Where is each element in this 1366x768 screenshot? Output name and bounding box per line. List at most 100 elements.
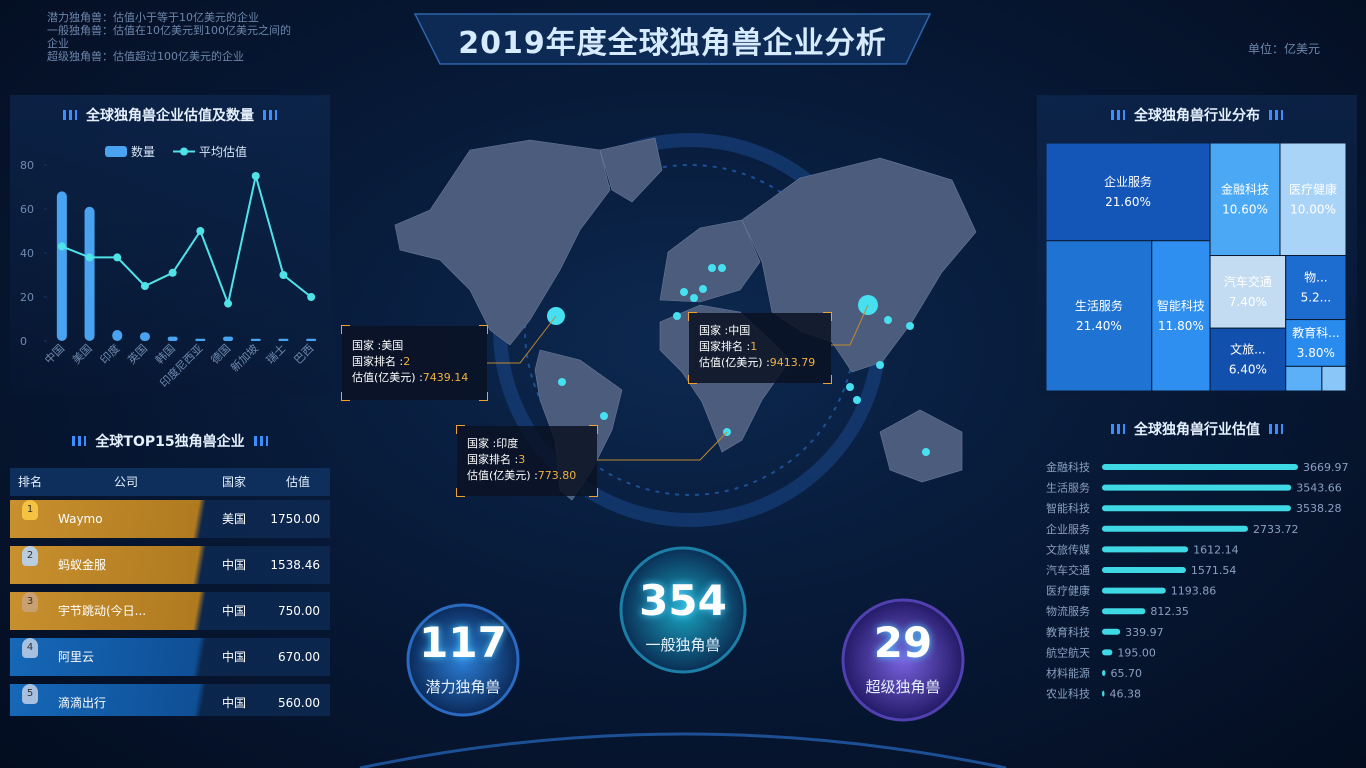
treemap-cell: [1209, 327, 1287, 391]
treemap: 企业服务 21.60% 生活服务 21.40% 智能科技 11.80% 金融科技 10.60%…: [1046, 143, 1346, 391]
kpi-label: 超级独角兽: [865, 678, 941, 696]
valuation: 750.00: [278, 604, 320, 618]
bar: [1102, 505, 1291, 512]
callout-label: 估值(亿美元) :: [467, 469, 538, 482]
bar-category: 材料能源: [1046, 666, 1090, 680]
callout-value: 2: [403, 355, 411, 368]
map-pins: [547, 264, 930, 456]
bar: [139, 332, 150, 341]
callout-label: 国家排名 :: [467, 453, 519, 466]
cell-value: 21.40%: [1076, 319, 1122, 333]
line-point: [85, 253, 94, 262]
callout-corner: [688, 375, 697, 384]
note: 潜力独角兽：估值小于等于10亿美元的企业: [47, 11, 259, 24]
map-callout: 国家 :中国 国家排名 :1 估值(亿美元) :9413.79: [688, 312, 832, 384]
callout-rank: 国家排名 :3: [467, 452, 587, 468]
table-row: 3 宇节跳动(今日... 中国 750.00: [10, 592, 330, 630]
valuation: 1750.00: [270, 512, 320, 526]
bar: [1102, 608, 1146, 615]
cell-value: 10.00%: [1290, 202, 1336, 216]
treemap-cell: [1046, 240, 1153, 391]
callout-value: 3: [518, 453, 526, 466]
treemap-cell: [1285, 319, 1346, 367]
callout-rank: 国家排名 :2: [352, 354, 477, 370]
line-point: [224, 299, 233, 308]
x-tick-label: 韩国: [152, 341, 177, 366]
valuation: 560.00: [278, 696, 320, 710]
callout-corner: [341, 325, 350, 334]
bar-value-label: 46.38: [1109, 688, 1141, 701]
valuation: 670.00: [278, 650, 320, 664]
bar: [1102, 484, 1292, 491]
column-header: 估值: [286, 475, 311, 489]
company: 宇节跳动(今日...: [58, 604, 147, 618]
panel-title: 全球独角兽行业分布: [1037, 105, 1357, 125]
bar-value-label: 65.70: [1111, 667, 1143, 680]
bar-category: 医疗健康: [1046, 584, 1090, 598]
country: 中国: [222, 650, 247, 664]
kpi-value: 117: [419, 618, 507, 667]
callout-leaders: [487, 304, 869, 461]
cell-label: 物...: [1304, 271, 1327, 285]
bar: [56, 191, 67, 341]
callout-value: 773.80: [537, 469, 577, 482]
y-tick-label: 80: [20, 159, 34, 172]
callout-corner: [589, 488, 598, 497]
bar: [1102, 525, 1248, 532]
line-point: [113, 253, 122, 262]
legend-label: 平均估值: [199, 144, 247, 159]
bar: [306, 338, 317, 341]
callout-corner: [479, 392, 488, 401]
country: 美国: [222, 512, 247, 526]
callout-corner: [456, 425, 465, 434]
table-body: 1 Waymo 美国 1750.00 2 蚂蚁金服 中国 1538.46 3 宇节跳动(今日...…: [10, 500, 330, 716]
bar-category: 汽车交通: [1046, 563, 1090, 577]
bar: [1102, 546, 1189, 553]
column-header: 国家: [222, 475, 247, 489]
bar-value-label: 812.35: [1150, 605, 1189, 618]
x-tick-label: 印度: [97, 341, 122, 366]
cell-label: 智能科技: [1157, 298, 1205, 313]
rank-medal: 2: [22, 546, 38, 566]
legend-notes: 潜力独角兽：估值小于等于10亿美元的企业 一般独角兽：估值在10亿美元到100亿…: [47, 11, 292, 63]
company: 蚂蚁金服: [58, 558, 107, 572]
callout-corner: [456, 488, 465, 497]
bar-value-label: 195.00: [1117, 646, 1156, 659]
company: 滴滴出行: [58, 696, 107, 710]
callout-corner: [823, 375, 832, 384]
callout-valuation: 估值(亿美元) :773.80: [467, 468, 587, 484]
line-point: [57, 242, 66, 251]
callout-value: 9413.79: [769, 356, 816, 369]
bar: [1102, 649, 1113, 656]
callout-corner: [823, 312, 832, 321]
hbar-chart: 金融科技 3669.97 生活服务 3543.66 智能科技 3538.28 企业服务 273…: [1046, 460, 1349, 701]
bar: [1102, 628, 1121, 635]
bar-category: 农业科技: [1046, 687, 1090, 701]
callout-valuation: 估值(亿美元) :9413.79: [699, 355, 821, 371]
line-point: [140, 282, 149, 290]
line: [61, 175, 312, 308]
table-row: 4 阿里云 中国 670.00: [10, 638, 330, 676]
country: 中国: [222, 558, 247, 572]
callout-label: 国家排名 :: [699, 340, 751, 353]
treemap-cell: [1279, 143, 1346, 257]
kpi-value: 29: [873, 618, 933, 667]
line-point: [196, 227, 205, 235]
bar-value-label: 2733.72: [1253, 523, 1299, 536]
x-tick-label: 美国: [70, 342, 95, 367]
company: Waymo: [58, 512, 103, 526]
callout-country: 国家 :中国: [699, 324, 751, 337]
bar-value-label: 339.97: [1125, 626, 1164, 639]
callout-value: 1: [750, 340, 758, 353]
line-point: [279, 271, 288, 279]
y-tick-label: 0: [20, 335, 27, 348]
cell-label: 企业服务: [1104, 174, 1152, 189]
bar: [1102, 670, 1106, 676]
note: 超级独角兽：估值超过100亿美元的企业: [47, 50, 244, 63]
treemap-cell: [1209, 143, 1281, 257]
cell-value: 7.40%: [1229, 295, 1267, 309]
bar-category: 金融科技: [1046, 460, 1090, 474]
panel-title: 全球独角兽企业估值及数量: [10, 105, 330, 125]
